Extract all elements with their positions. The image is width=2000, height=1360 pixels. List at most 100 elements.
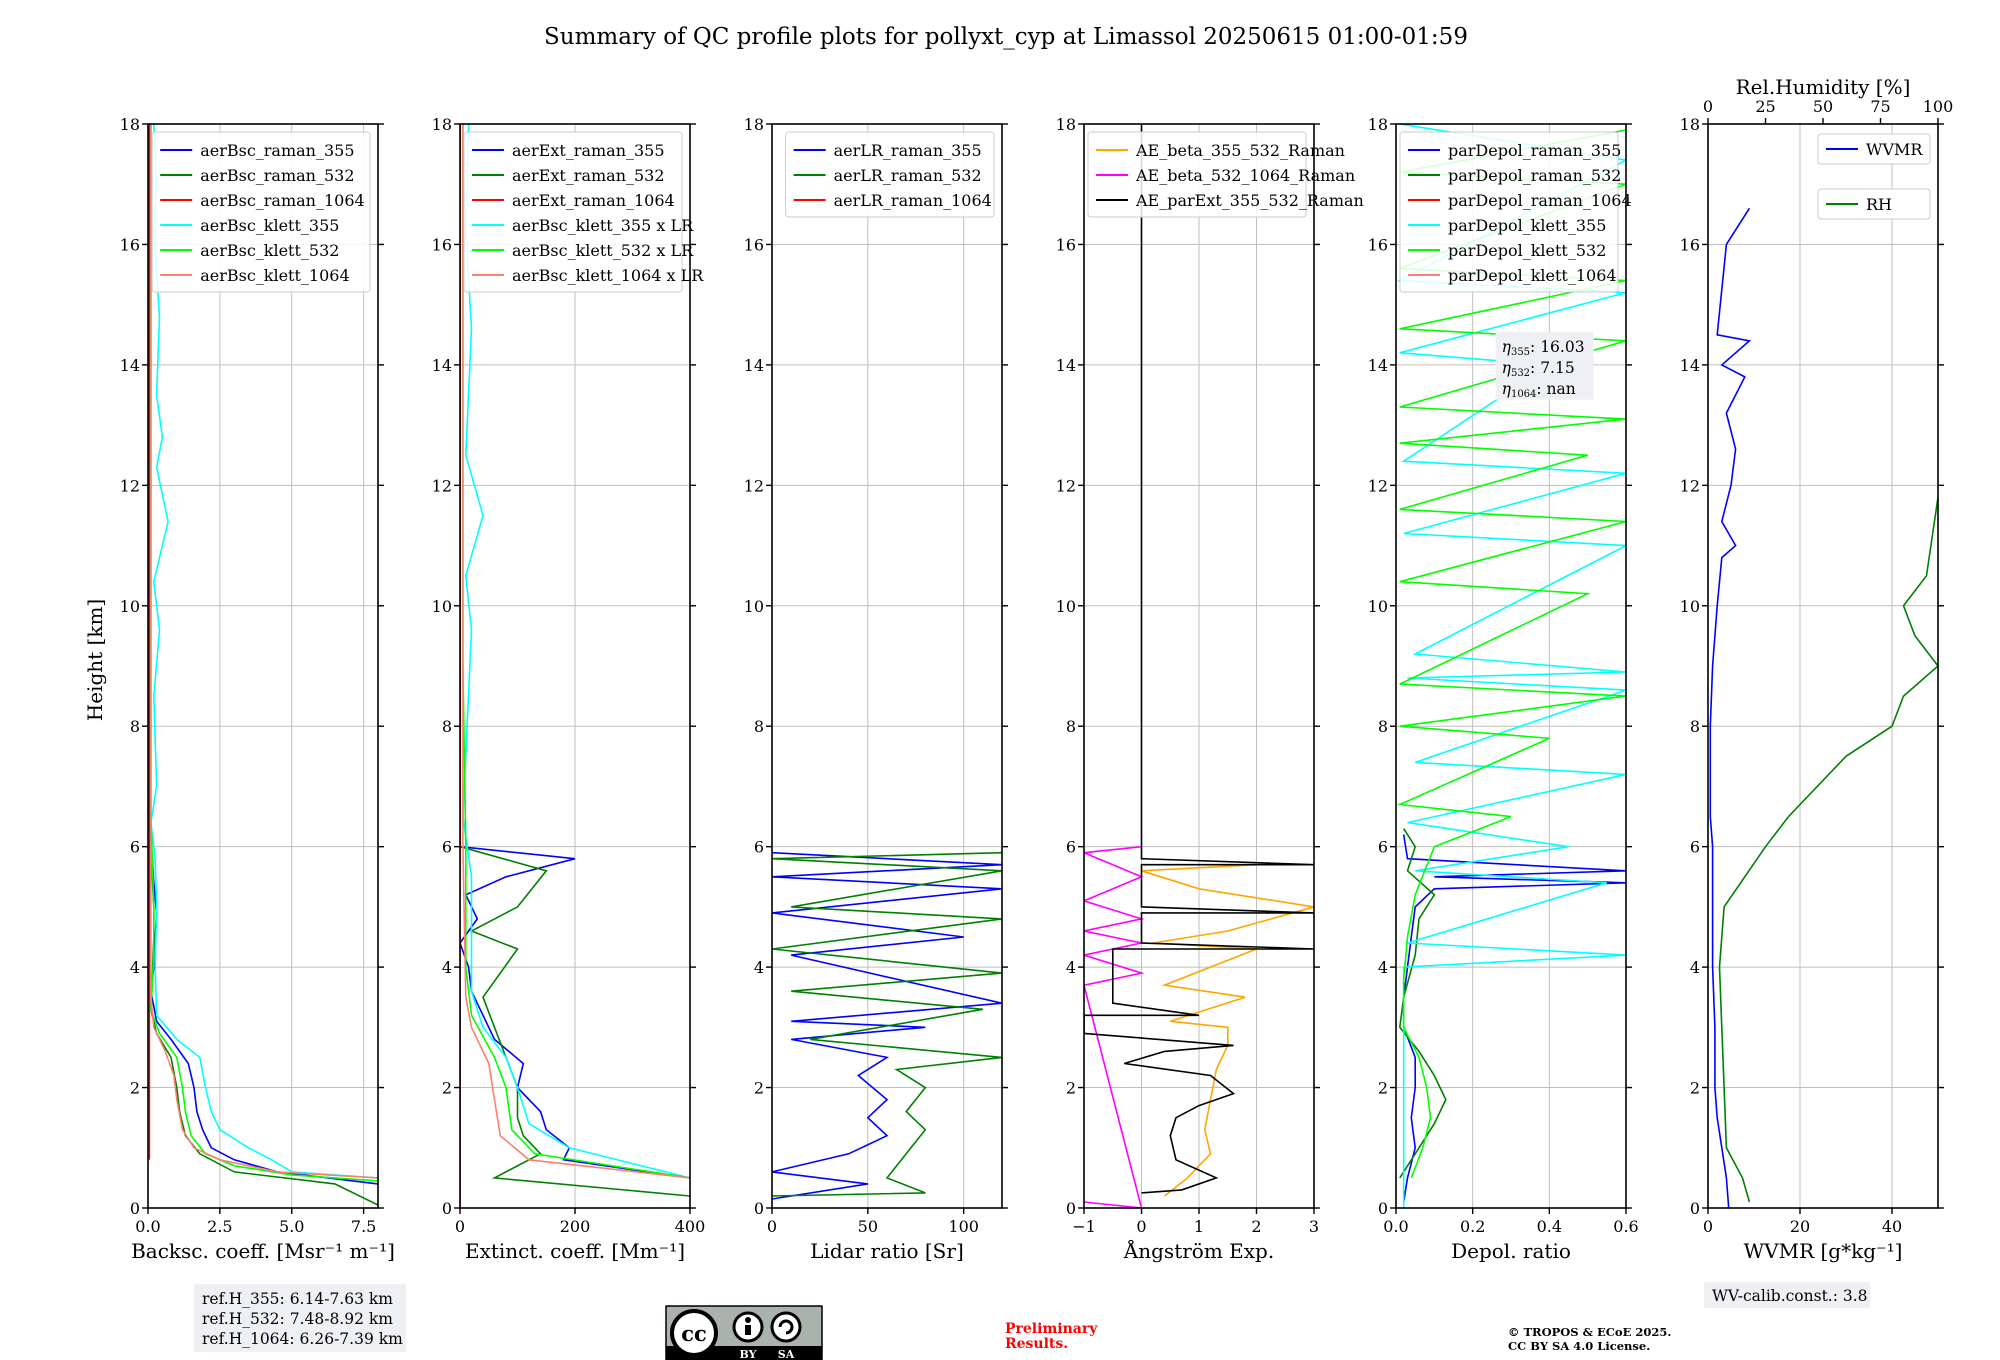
x-tick-label: 0.6: [1613, 1217, 1638, 1236]
legend-label: parDepol_klett_532: [1448, 241, 1606, 260]
legend: aerLR_raman_355 aerLR_raman_532 aerLR_rama…: [785, 131, 995, 218]
panel-2: 0 2 4 6 8 10 12 14 16 18 0 200 400 Extinct. coeff. [M…: [432, 115, 706, 1263]
series-group: [148, 124, 378, 1206]
y-tick-label: 14: [432, 356, 452, 375]
y-tick-label: 18: [1368, 115, 1388, 134]
y-tick-label: 0: [1066, 1199, 1076, 1218]
legend-box: [1817, 188, 1931, 220]
legend-label: AE_beta_355_532_Raman: [1135, 141, 1345, 160]
x-tick-label: 200: [560, 1217, 591, 1236]
series-line-AE-beta-355-532-Raman: [1141, 863, 1314, 1197]
x-tick-label: 0.4: [1537, 1217, 1562, 1236]
preliminary-line-1: Preliminary: [1005, 1321, 1098, 1337]
y-tick-label: 0: [1690, 1199, 1700, 1218]
cc-logo-icon: [670, 1309, 718, 1357]
y-tick-label: 2: [1378, 1079, 1388, 1098]
series-group: [1396, 124, 1626, 1208]
legend-label: aerLR_raman_1064: [834, 191, 992, 210]
series-line-RH: [1718, 497, 1938, 1203]
panel-frame: [147, 123, 379, 1209]
legend-label: parDepol_klett_1064: [1448, 266, 1617, 285]
y-tick-label: 0: [442, 1199, 452, 1218]
x-tick-label: 5.0: [279, 1217, 304, 1236]
legend: AE_beta_355_532_Raman AE_beta_532_1064_Ra…: [1087, 131, 1364, 218]
cc-by-label: BY: [740, 1348, 757, 1360]
cc-license-badge: cc BY SA: [665, 1305, 823, 1360]
legend-box: [1817, 133, 1931, 165]
x-tick-label: 7.5: [351, 1217, 376, 1236]
legend-label: aerExt_raman_532: [512, 166, 665, 185]
by-person-head: [745, 1317, 751, 1323]
series-group: [1084, 124, 1314, 1208]
series-line-parDepol-raman-355: [1402, 834, 1626, 1203]
y-tick-label: 4: [754, 958, 764, 977]
y-tick-label: 16: [1056, 235, 1076, 254]
y-tick-label: 10: [1680, 597, 1700, 616]
x-tick-label: 0: [455, 1217, 465, 1236]
y-tick-label: 10: [120, 597, 140, 616]
legend-label: aerBsc_klett_355: [200, 216, 339, 235]
legend-label: aerBsc_raman_1064: [200, 191, 365, 210]
y-tick-label: 6: [1690, 838, 1700, 857]
y-tick-label: 2: [754, 1079, 764, 1098]
x-tick-label: 1: [1194, 1217, 1204, 1236]
y-tick-label: 0: [130, 1199, 140, 1218]
y-tick-label: 14: [1056, 356, 1076, 375]
legend: parDepol_raman_355 parDepol_raman_532 parD…: [1399, 131, 1632, 293]
legend-label: aerLR_raman_532: [834, 166, 982, 185]
y-tick-label: 14: [1368, 356, 1388, 375]
y-tick-label: 4: [442, 958, 452, 977]
y-tick-label: 16: [120, 235, 140, 254]
ref-height-box: ref.H_355: 6.14-7.63 km ref.H_532: 7.48-…: [194, 1284, 406, 1352]
panel-frame: [771, 123, 1003, 1209]
y-tick-label: 2: [1690, 1079, 1700, 1098]
sa-arrow: [778, 1319, 794, 1335]
eta-1064: η1064: nan: [1502, 380, 1576, 400]
series-line-aerExt-raman-355: [460, 124, 690, 1179]
series-line-aerBsc-klett-1064-x-LR: [462, 124, 690, 1179]
y-tick-label: 14: [744, 356, 764, 375]
y-tick-label: 8: [1690, 717, 1700, 736]
series-line-aerBsc-klett-355: [150, 124, 378, 1179]
cc-logo-text: cc: [681, 1321, 707, 1346]
legend-label: WVMR: [1866, 140, 1923, 159]
x-axis-label: WVMR [g*kg⁻¹]: [1744, 1239, 1903, 1263]
series-line-parDepol-klett-355: [1396, 124, 1626, 1208]
y-tick-label: 6: [130, 838, 140, 857]
y-tick-label: 12: [120, 476, 140, 495]
series-line-parDepol-raman-532: [1398, 828, 1447, 1179]
x-tick-label: −1: [1072, 1217, 1096, 1236]
x-tick-label: 0.2: [1460, 1217, 1485, 1236]
legend-box: [463, 131, 683, 293]
y-tick-label: 18: [1680, 115, 1700, 134]
ref-height-1064: ref.H_1064: 6.26-7.39 km: [202, 1330, 403, 1348]
x-tick-label: 0: [767, 1217, 777, 1236]
y-tick-label: 6: [1378, 838, 1388, 857]
y-tick-label: 4: [1066, 958, 1076, 977]
legend: aerExt_raman_355 aerExt_raman_532 aerExt_r…: [463, 131, 704, 293]
series-group: [1709, 207, 1938, 1208]
legend-label: aerBsc_klett_355 x LR: [512, 216, 694, 235]
x2-tick-label: 50: [1813, 97, 1833, 116]
copyright-line-2: CC BY SA 4.0 License.: [1508, 1339, 1650, 1353]
legend-label: aerExt_raman_355: [512, 141, 665, 160]
y-tick-label: 10: [432, 597, 452, 616]
by-person-body: [745, 1325, 751, 1335]
y-tick-label: 8: [442, 717, 452, 736]
y-tick-label: 0: [1378, 1199, 1388, 1218]
y-tick-label: 12: [1056, 476, 1076, 495]
y-tick-label: 10: [744, 597, 764, 616]
y-tick-label: 16: [1368, 235, 1388, 254]
series-group: [772, 851, 1002, 1200]
x-tick-label: 0: [1136, 1217, 1146, 1236]
legend-label: parDepol_raman_1064: [1448, 191, 1632, 210]
x-axis-label: Ångström Exp.: [1123, 1238, 1274, 1263]
ref-height-532: ref.H_532: 7.48-8.92 km: [202, 1310, 393, 1328]
x-tick-label: 0: [1703, 1217, 1713, 1236]
legend-label: aerBsc_raman_532: [200, 166, 354, 185]
legend-label: AE_beta_532_1064_Raman: [1135, 166, 1355, 185]
series-line-aerBsc-klett-1064: [150, 124, 378, 1179]
x2-tick-label: 0: [1703, 97, 1713, 116]
